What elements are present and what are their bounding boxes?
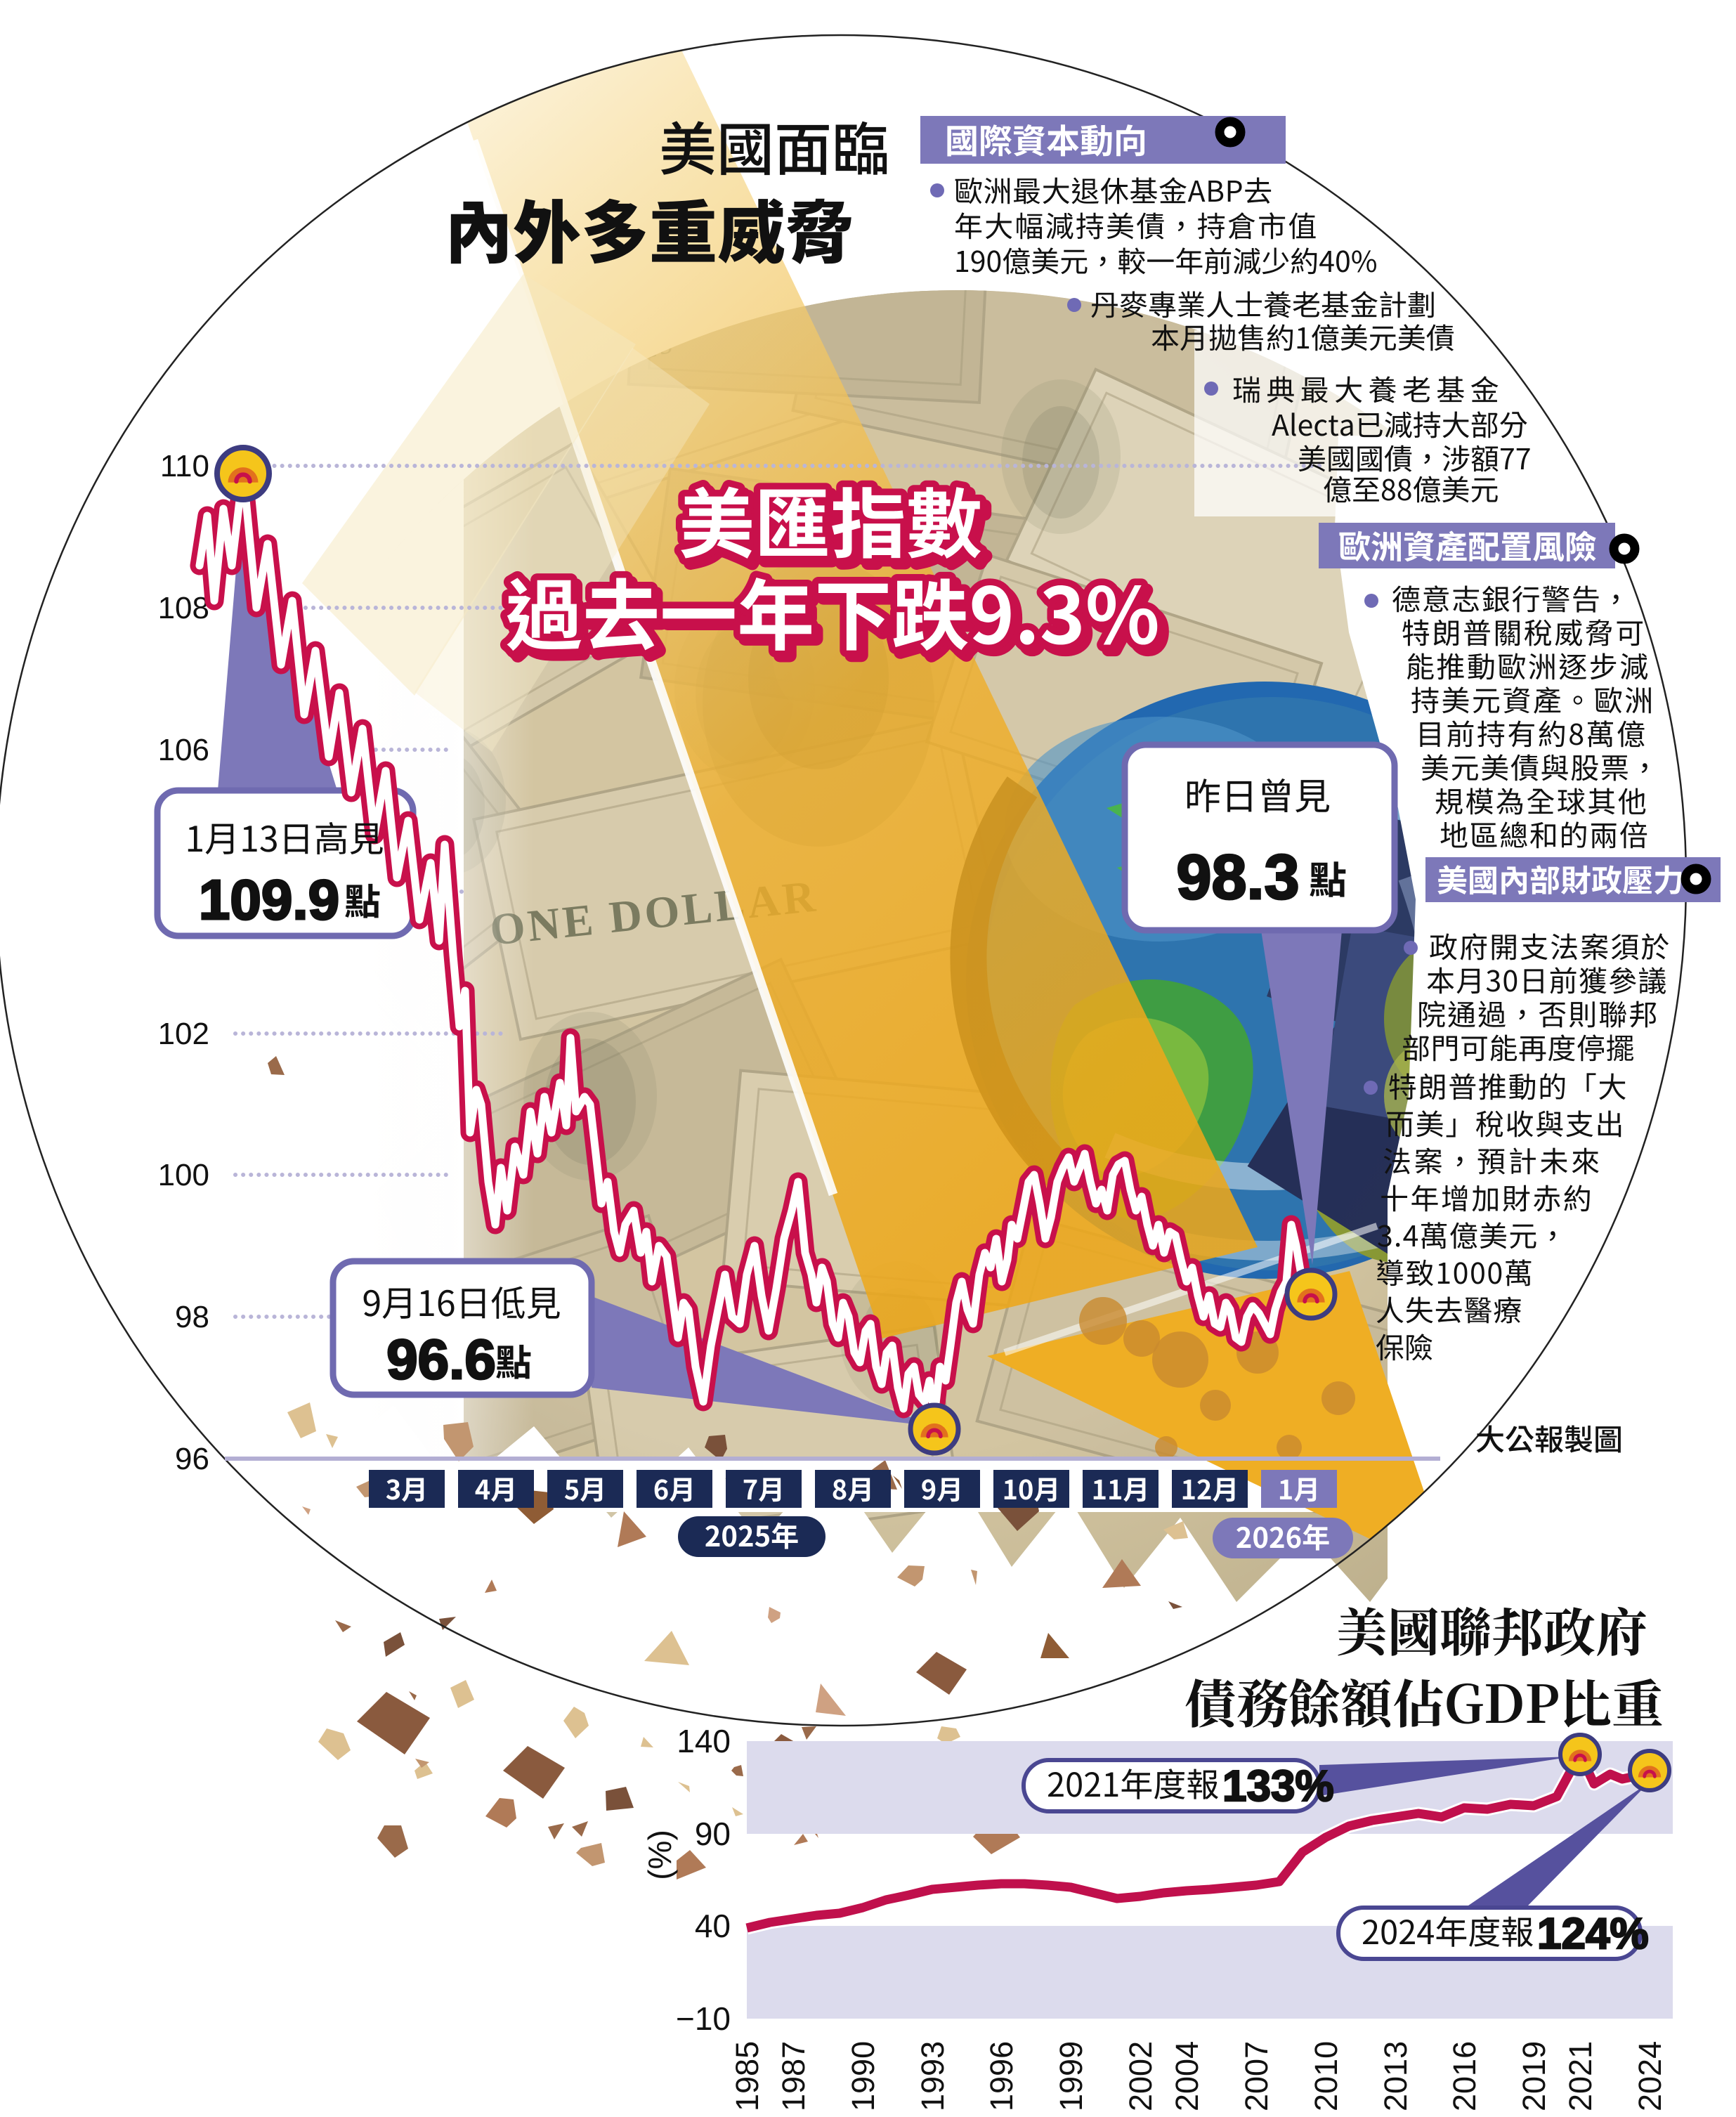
svg-text:90: 90 (695, 1816, 731, 1852)
svg-text:2019: 2019 (1516, 2041, 1552, 2111)
svg-text:(%): (%) (641, 1830, 678, 1880)
svg-text:133%: 133% (1222, 1762, 1334, 1811)
svg-text:1987: 1987 (776, 2041, 811, 2111)
svg-text:109.9: 109.9 (199, 868, 339, 931)
svg-text:96: 96 (175, 1442, 209, 1476)
svg-text:108: 108 (158, 591, 209, 625)
svg-text:98.3: 98.3 (1176, 842, 1299, 913)
svg-text:2010: 2010 (1308, 2041, 1344, 2111)
svg-text:2013: 2013 (1378, 2041, 1414, 2111)
svg-text:98: 98 (175, 1300, 209, 1334)
svg-text:1985: 1985 (729, 2041, 765, 2111)
svg-text:2007: 2007 (1239, 2041, 1274, 2111)
svg-text:100: 100 (158, 1158, 209, 1192)
svg-text:96.6: 96.6 (386, 1328, 496, 1390)
svg-text:110: 110 (160, 449, 209, 483)
svg-text:−10: −10 (676, 2000, 731, 2037)
svg-text:1993: 1993 (915, 2041, 951, 2111)
svg-text:106: 106 (158, 733, 209, 767)
svg-text:2016: 2016 (1447, 2041, 1482, 2111)
svg-text:2002: 2002 (1123, 2041, 1159, 2111)
svg-text:2004: 2004 (1169, 2041, 1205, 2111)
svg-text:1996: 1996 (984, 2041, 1019, 2111)
svg-text:140: 140 (677, 1723, 731, 1759)
svg-text:1990: 1990 (845, 2041, 881, 2111)
svg-text:1999: 1999 (1053, 2041, 1089, 2111)
svg-text:2024: 2024 (1632, 2041, 1668, 2111)
svg-text:102: 102 (158, 1017, 209, 1051)
svg-text:2021: 2021 (1562, 2041, 1598, 2111)
svg-text:40: 40 (695, 1908, 731, 1944)
svg-text:124%: 124% (1537, 1910, 1649, 1958)
